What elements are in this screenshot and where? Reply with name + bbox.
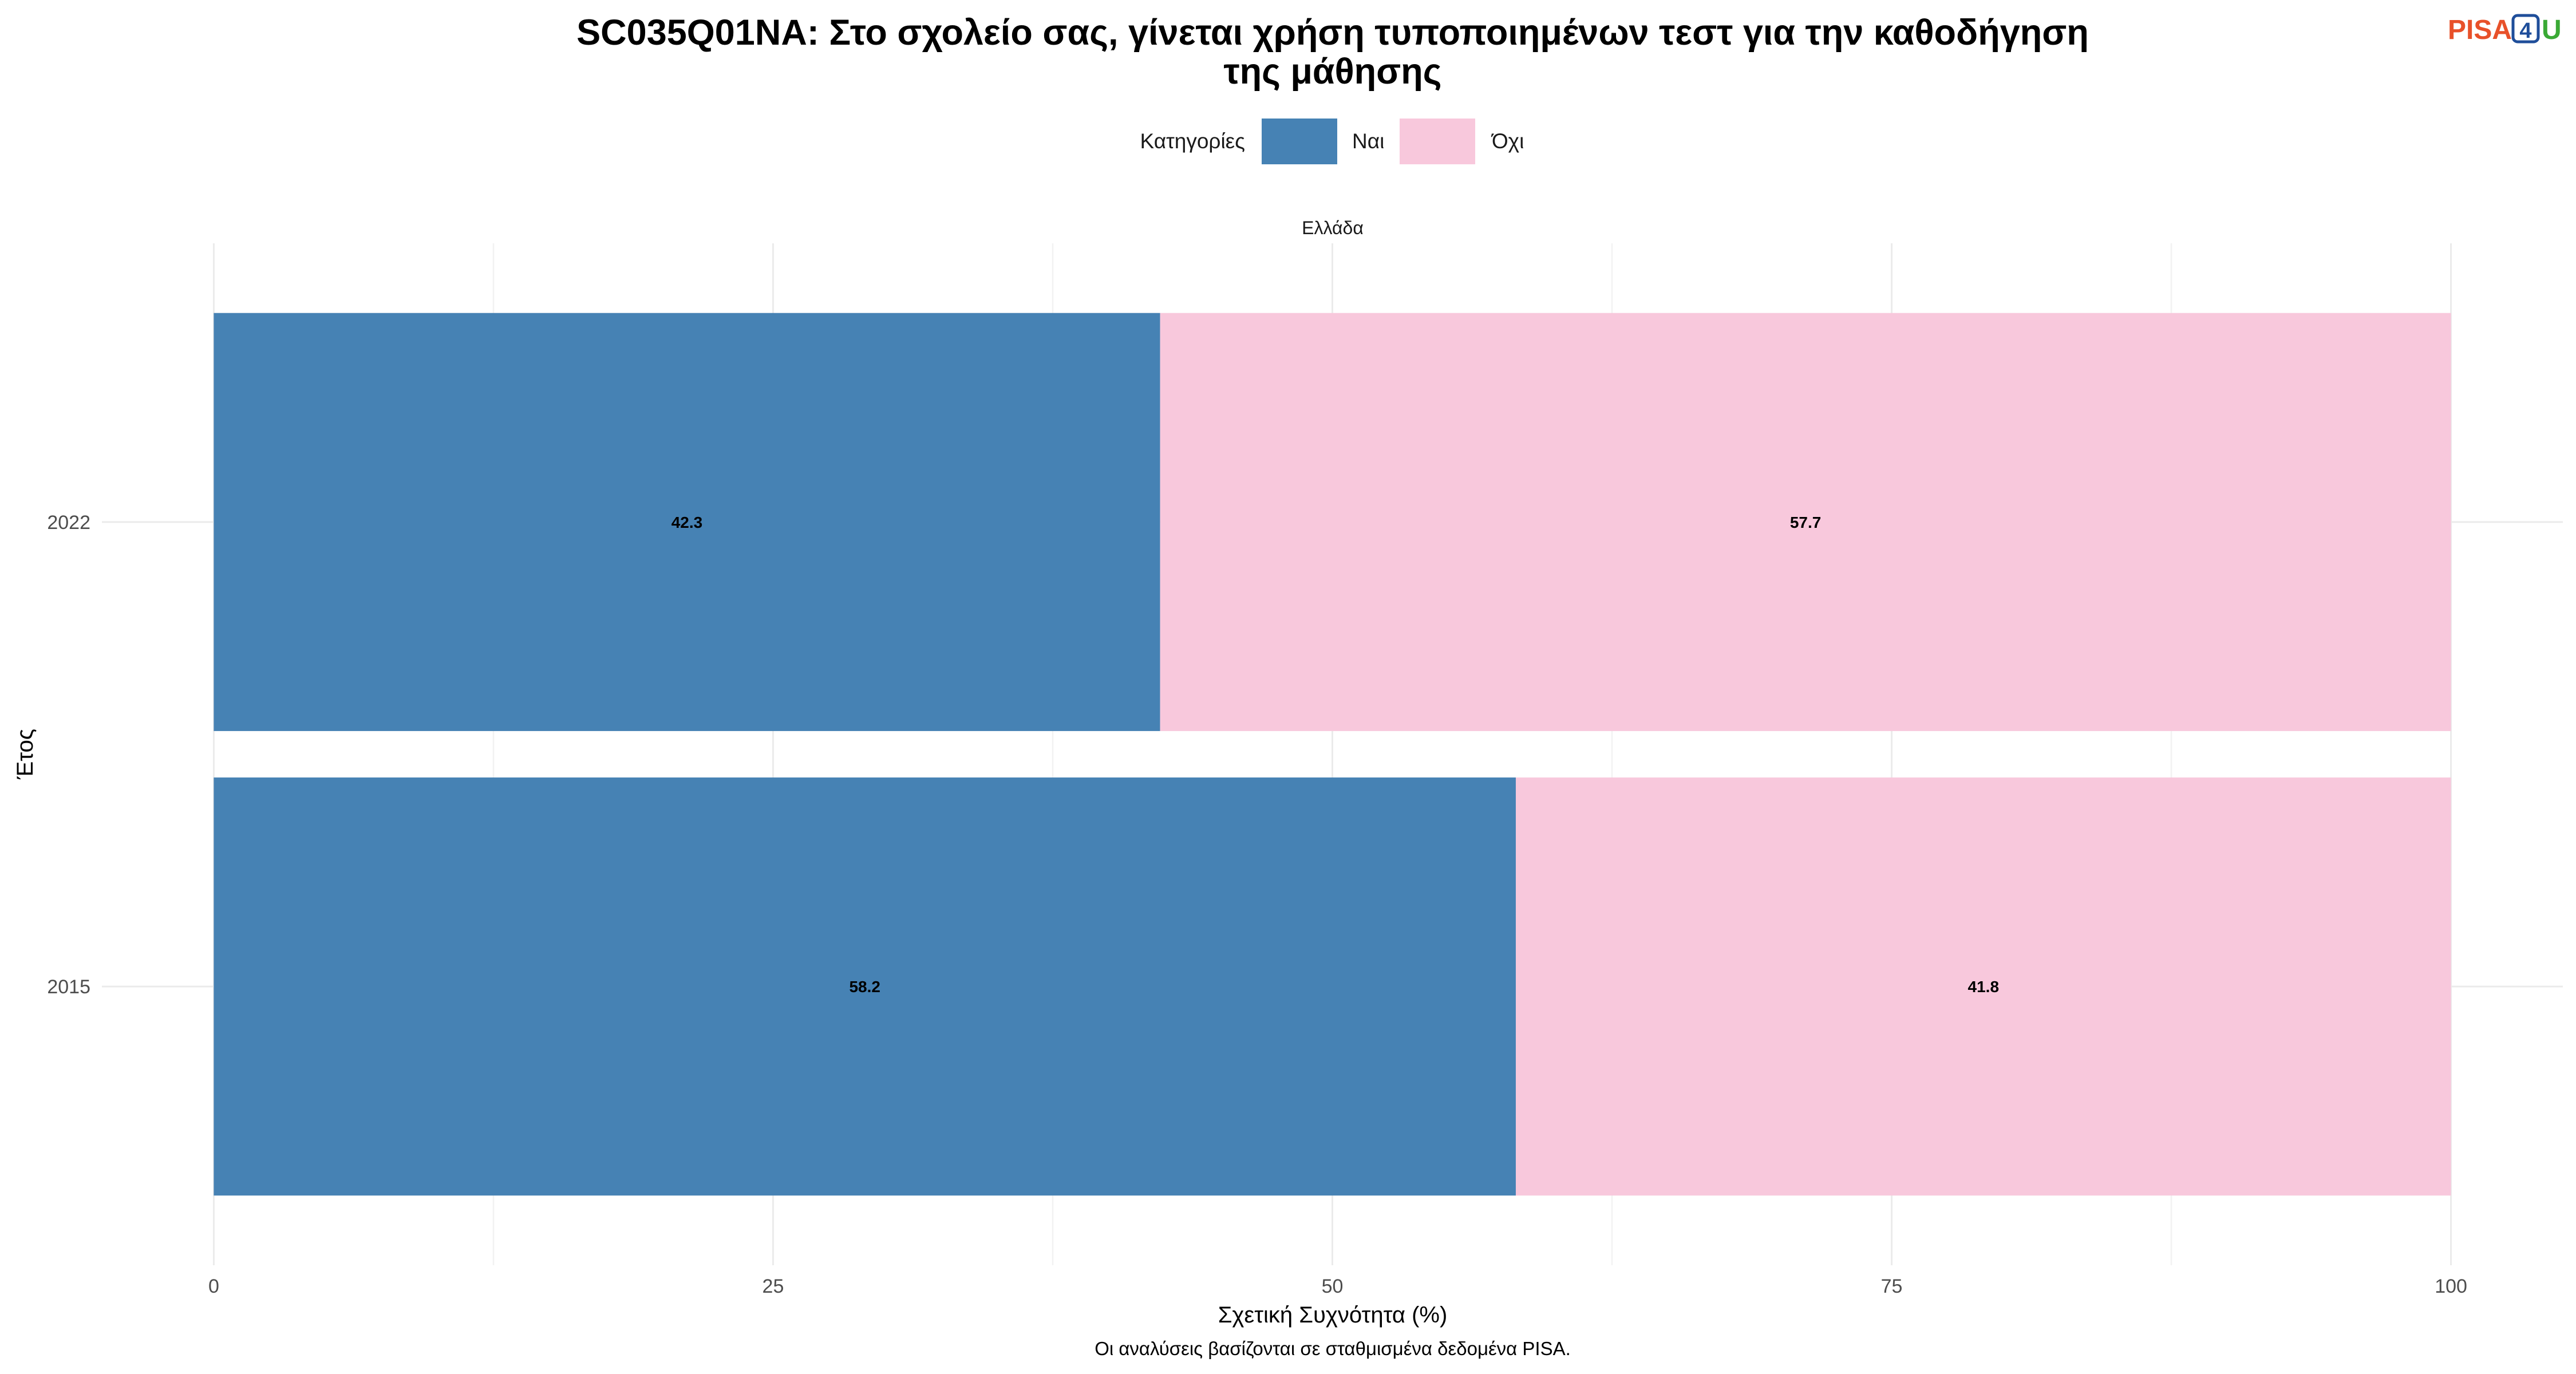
bar-segment xyxy=(214,777,1516,1196)
x-tick-label: 0 xyxy=(208,1276,219,1297)
legend-label-ochi: Όχι xyxy=(1491,129,1524,153)
legend-title: Κατηγορίες xyxy=(1140,129,1245,153)
facet-label: Ελλάδα xyxy=(1302,218,1364,238)
x-tick-label: 75 xyxy=(1881,1276,1903,1297)
legend-swatch-ochi xyxy=(1400,119,1475,164)
x-tick-label: 50 xyxy=(1322,1276,1344,1297)
bar-segment xyxy=(1515,777,2451,1196)
bar-segment xyxy=(1160,313,2451,731)
caption: Οι αναλύσεις βασίζονται σε σταθμισμένα δ… xyxy=(1095,1338,1571,1359)
bar-value-label: 57.7 xyxy=(1790,514,1822,531)
bars xyxy=(214,313,2451,1196)
y-axis-ticks: 2022 2015 xyxy=(47,512,90,998)
legend-label-nai: Ναι xyxy=(1352,129,1384,153)
legend-swatch-nai xyxy=(1262,119,1337,164)
x-tick-label: 25 xyxy=(762,1276,784,1297)
logo-text-4: 4 xyxy=(2519,19,2531,43)
y-tick-label: 2015 xyxy=(47,976,90,998)
y-tick-label: 2022 xyxy=(47,512,90,534)
y-axis-title: Έτος xyxy=(13,729,38,780)
x-axis-ticks: 0 25 50 75 100 xyxy=(208,1276,2467,1297)
legend: Κατηγορίες Ναι Όχι xyxy=(1140,119,1524,164)
bar-labels: 42.3 57.7 58.2 41.8 xyxy=(671,514,1999,996)
logo-digit-box xyxy=(2511,14,2540,44)
chart-title-line-1: SC035Q01NA: Στο σχολείο σας, γίνεται χρή… xyxy=(576,13,2089,53)
bar-segment xyxy=(214,313,1160,731)
bar-value-label: 58.2 xyxy=(849,978,880,996)
x-tick-label: 100 xyxy=(2435,1276,2467,1297)
pisa4u-logo: PISA 4 U xyxy=(2448,14,2562,45)
bar-value-label: 41.8 xyxy=(1968,978,2000,996)
logo-text-pisa: PISA xyxy=(2448,15,2512,45)
chart-title-line-2: της μάθησης xyxy=(1223,52,1441,92)
x-axis-title: Σχετική Συχνότητα (%) xyxy=(1218,1302,1448,1328)
logo-text-u: U xyxy=(2542,15,2562,45)
bar-value-label: 42.3 xyxy=(671,514,703,531)
